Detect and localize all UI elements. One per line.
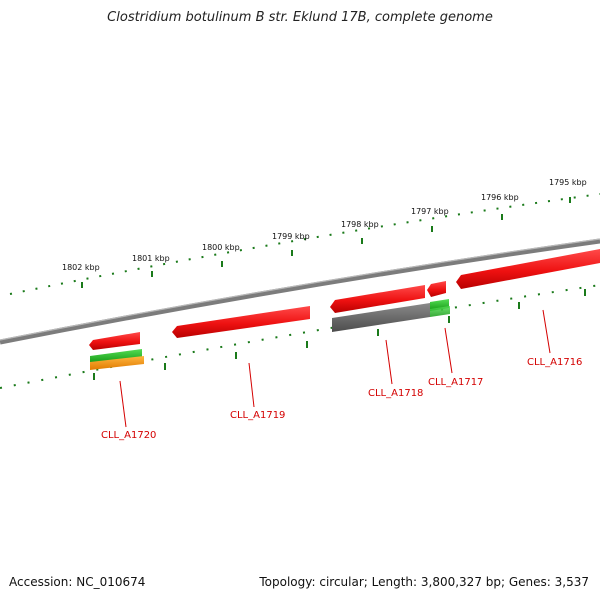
scale-label-1795: 1795 kbp	[549, 178, 587, 187]
gene-arrow-cll-a1720[interactable]	[89, 332, 140, 350]
gene-arrow-cll-a1717[interactable]	[427, 281, 446, 297]
feature-green-cll-a1720[interactable]	[90, 349, 142, 363]
scale-label-1802: 1802 kbp	[62, 263, 100, 272]
inner-major-ticks	[93, 289, 586, 380]
accession-label: Accession: NC_010674	[9, 575, 146, 589]
inner-scale-ticks	[0, 284, 600, 389]
scale-label-1800: 1800 kbp	[202, 243, 240, 252]
gene-label-cll-a1717[interactable]: CLL_A1717	[428, 377, 483, 388]
gene-label-cll-a1720[interactable]: CLL_A1720	[101, 430, 156, 441]
genome-summary: Topology: circular; Length: 3,800,327 bp…	[259, 575, 589, 589]
feature-orange-cll-a1720[interactable]	[90, 356, 144, 370]
scale-label-1801: 1801 kbp	[132, 254, 170, 263]
gene-label-cll-a1716[interactable]: CLL_A1716	[527, 357, 582, 368]
backbone-highlight	[0, 238, 600, 341]
gene-label-cll-a1718[interactable]: CLL_A1718	[368, 388, 423, 399]
feature-green-low-cll-a1717[interactable]	[430, 306, 450, 317]
gene-arrow-cll-a1716[interactable]	[456, 249, 600, 289]
genome-backbone	[0, 238, 600, 345]
outer-major-ticks	[81, 197, 571, 288]
scale-label-1796: 1796 kbp	[481, 193, 519, 202]
gene-label-cll-a1719[interactable]: CLL_A1719	[230, 410, 285, 421]
scale-label-1799: 1799 kbp	[272, 232, 310, 241]
map-title: Clostridium botulinum B str. Eklund 17B,…	[107, 10, 493, 25]
scale-label-1797: 1797 kbp	[411, 207, 449, 216]
gene-arrow-cll-a1719[interactable]	[172, 306, 310, 338]
gene-leader-lines	[119, 309, 551, 428]
feature-grey-cll-a1718[interactable]	[332, 303, 430, 332]
scale-label-1798: 1798 kbp	[341, 220, 379, 229]
gene-arrow-cll-a1718[interactable]	[330, 285, 425, 313]
